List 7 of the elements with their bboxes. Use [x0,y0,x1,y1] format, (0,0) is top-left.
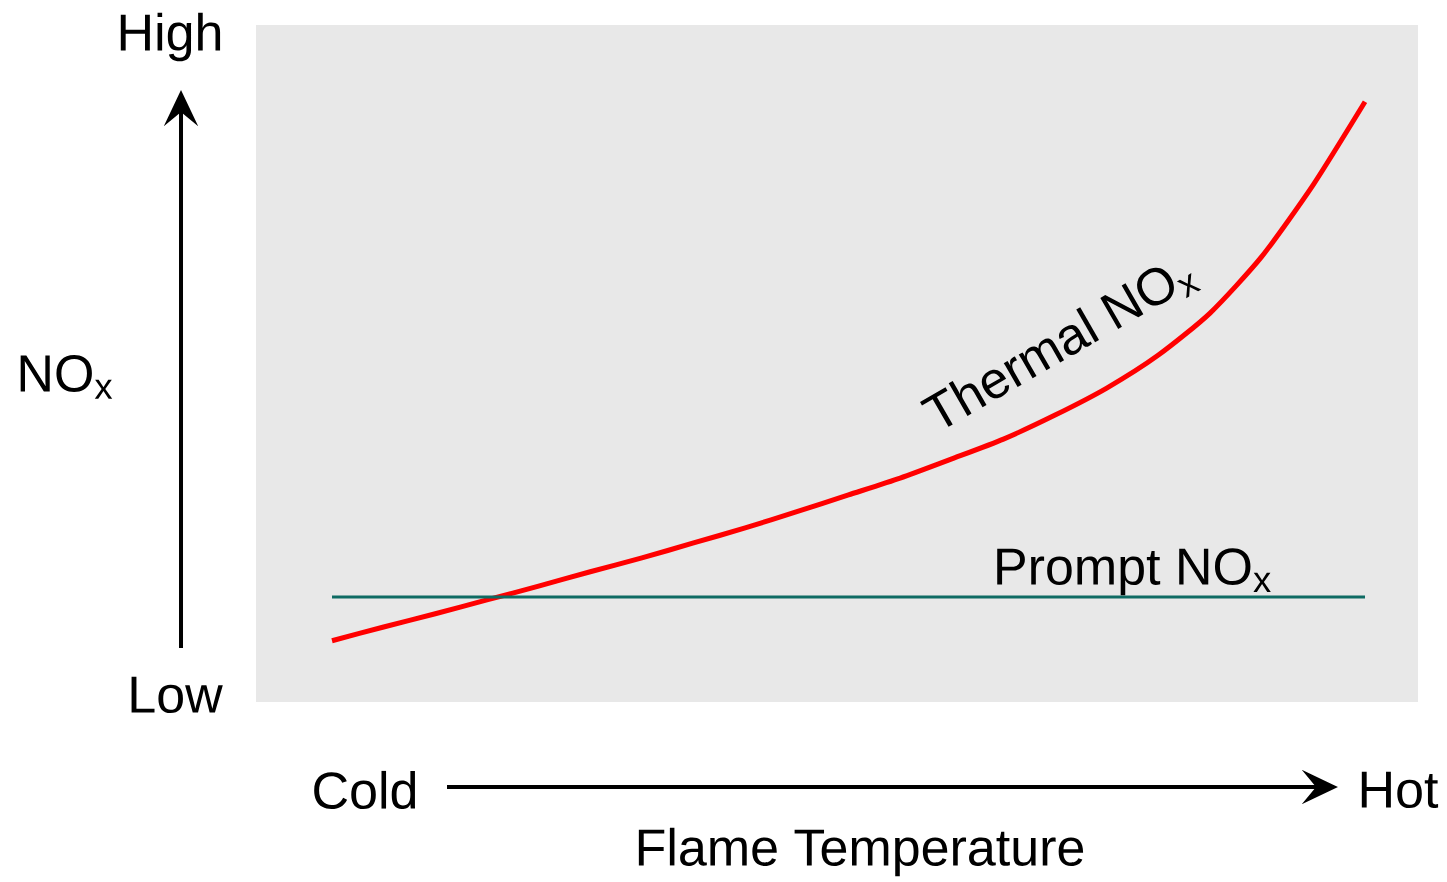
series-label: Prompt NO$_{x}$ [997,548,1271,596]
x-axis-title: Flame Temperature [638,827,1084,877]
text: Hot [1361,771,1439,809]
text: Cold [314,770,416,810]
text: Low [131,676,223,714]
y-axis-title: NO$_{x}$ [20,355,113,399]
text: High [120,12,221,62]
